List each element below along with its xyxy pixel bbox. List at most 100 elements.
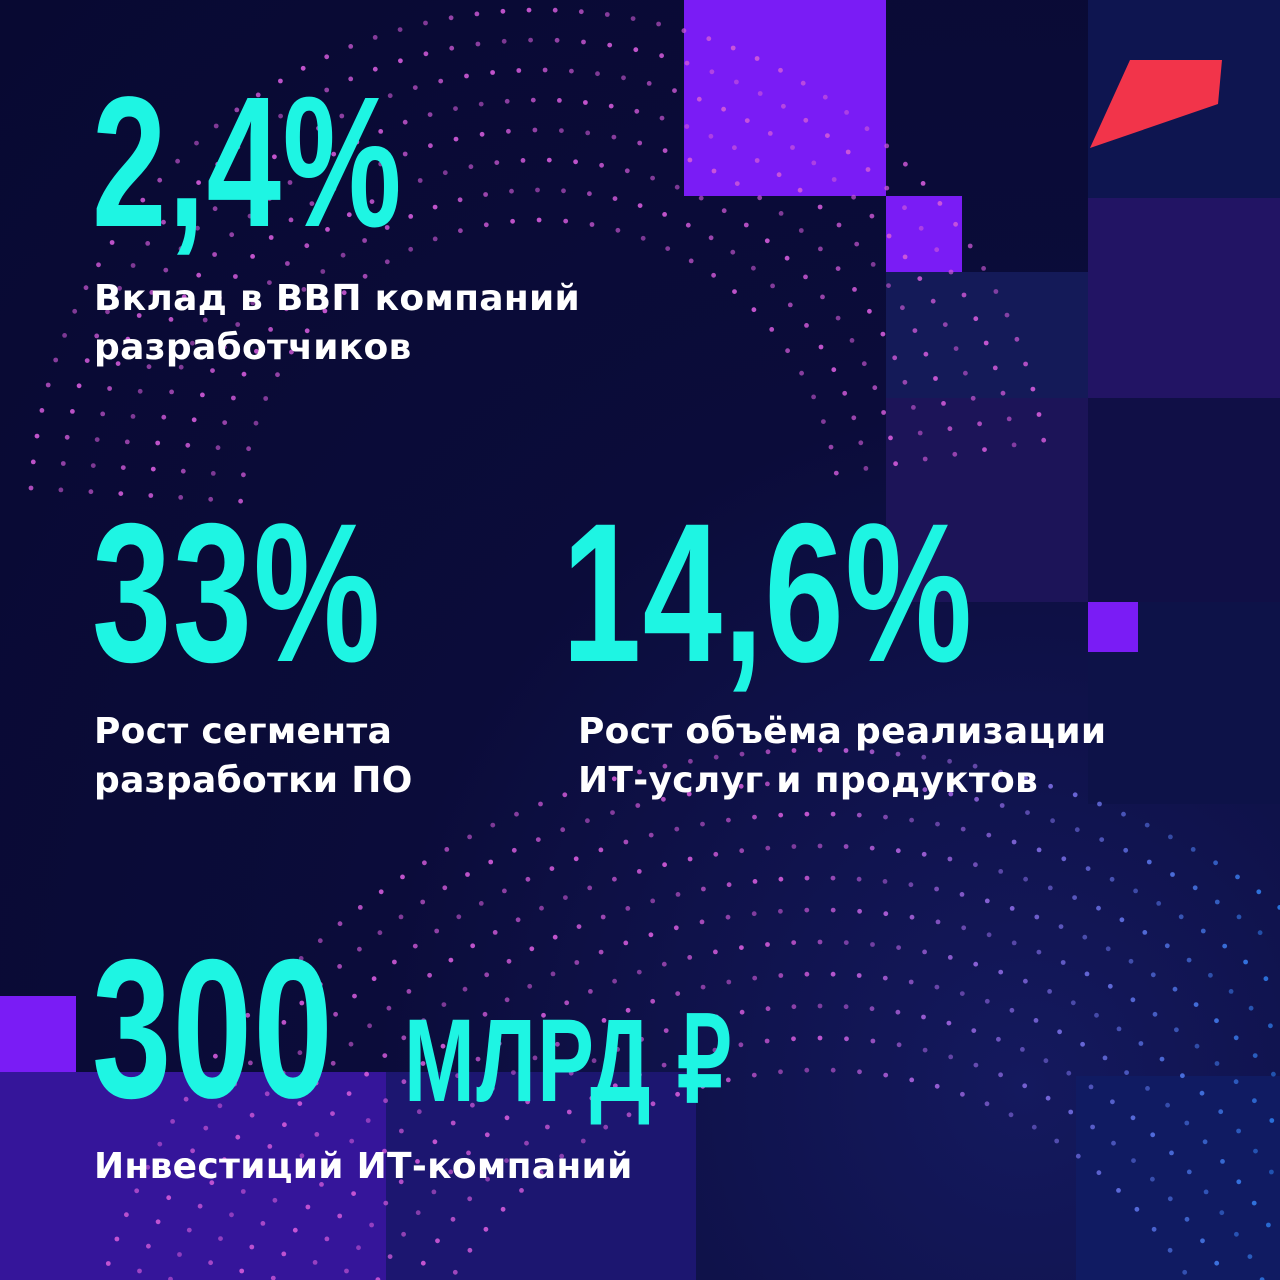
decor-dot	[453, 106, 458, 111]
decor-dot	[423, 20, 428, 26]
decor-dot	[1133, 888, 1138, 894]
decor-dot	[869, 845, 875, 851]
decor-dot	[856, 812, 862, 818]
decor-dot	[231, 395, 236, 401]
decor-dot	[711, 272, 716, 278]
decor-dot	[739, 848, 745, 854]
decor-dot	[1269, 1169, 1274, 1175]
decor-dot	[197, 1203, 203, 1209]
decor-dot	[589, 1095, 595, 1101]
decor-dot	[114, 1236, 120, 1242]
decor-dot	[892, 355, 898, 361]
decor-dot	[177, 1252, 182, 1257]
decor-dot	[145, 1164, 151, 1170]
decor-dot	[364, 1071, 369, 1077]
decor-dot	[612, 876, 617, 882]
decor-dot	[709, 69, 715, 75]
decor-dot	[352, 993, 357, 999]
decor-dot	[612, 196, 618, 202]
decor-dot	[986, 932, 992, 938]
decor-dot	[494, 160, 500, 166]
decor-dot	[246, 446, 252, 452]
decor-dot	[701, 886, 706, 892]
decor-dot	[365, 1118, 371, 1123]
decor-dot	[912, 328, 918, 333]
decor-dot	[217, 1103, 223, 1109]
decor-dot	[384, 225, 390, 230]
decor-dot	[765, 942, 770, 947]
decor-dot	[696, 96, 702, 102]
investments-value: 300	[92, 918, 335, 1139]
decor-dot	[196, 272, 202, 278]
decor-dot	[109, 240, 115, 245]
decor-dot	[435, 1090, 441, 1096]
decor-dot	[1004, 312, 1010, 318]
decor-dot	[417, 178, 423, 183]
decor-dot	[947, 856, 953, 862]
decor-dot	[636, 969, 642, 975]
decor-dot	[1130, 997, 1136, 1003]
decor-dot	[888, 435, 893, 441]
decor-dot	[278, 113, 283, 119]
decor-dot	[462, 986, 468, 992]
decor-dot	[450, 1120, 456, 1126]
decor-dot	[319, 1182, 324, 1187]
decor-dot	[835, 266, 841, 271]
decor-dot	[280, 974, 286, 980]
decor-dot	[738, 783, 744, 789]
decor-dot	[1214, 899, 1220, 905]
decor-dot	[218, 1236, 223, 1241]
decor-dot	[960, 826, 966, 832]
decor-dot	[524, 1140, 529, 1146]
decor-dot	[483, 1226, 489, 1232]
decor-dot	[578, 9, 584, 15]
decor-dot	[952, 451, 958, 457]
decor-dot	[725, 1077, 731, 1083]
decor-dot	[166, 1195, 172, 1201]
decor-dot	[1094, 1012, 1099, 1018]
decor-dot	[402, 119, 408, 125]
decor-dot	[408, 214, 414, 219]
decor-dot	[511, 1070, 516, 1075]
decor-dot	[190, 340, 195, 346]
decor-dot	[973, 961, 979, 967]
decor-dot	[267, 280, 272, 285]
decor-dot	[260, 1221, 266, 1226]
decor-dot	[650, 1101, 656, 1107]
decor-dot	[490, 822, 496, 828]
decor-dot	[268, 327, 273, 332]
decor-dot	[301, 287, 307, 292]
decor-dot	[88, 489, 94, 495]
decor-dot	[330, 1060, 336, 1066]
decor-dot	[739, 945, 744, 950]
decor-dot	[1011, 839, 1017, 845]
decor-dot	[270, 1275, 276, 1280]
decor-dot	[285, 261, 290, 266]
decor-dot	[1193, 1002, 1199, 1007]
decor-dot	[467, 834, 472, 840]
decor-dot	[398, 1179, 404, 1185]
decor-dot	[432, 204, 438, 210]
decor-dot	[452, 1269, 458, 1275]
decor-dot	[448, 957, 454, 963]
software-growth-value: 33%	[92, 482, 382, 703]
decor-dot	[250, 254, 256, 259]
decor-dot	[501, 38, 507, 44]
decor-dot	[825, 133, 830, 139]
decor-dot	[367, 1023, 372, 1029]
decor-dot	[416, 1109, 422, 1115]
decor-dot	[744, 118, 750, 123]
decor-dot	[563, 218, 569, 224]
decor-dot	[264, 1039, 270, 1045]
decor-dot	[168, 317, 174, 322]
decor-dot	[870, 1038, 876, 1044]
decor-dot	[83, 285, 89, 291]
decor-dot	[1236, 914, 1242, 920]
decor-dot	[482, 1011, 488, 1017]
decor-dot	[124, 439, 130, 445]
square-bottom-right	[1076, 1076, 1280, 1280]
decor-dot	[386, 1005, 392, 1011]
decor-dot	[765, 749, 771, 755]
decor-dot	[1111, 1140, 1116, 1146]
decor-dot	[942, 322, 948, 327]
